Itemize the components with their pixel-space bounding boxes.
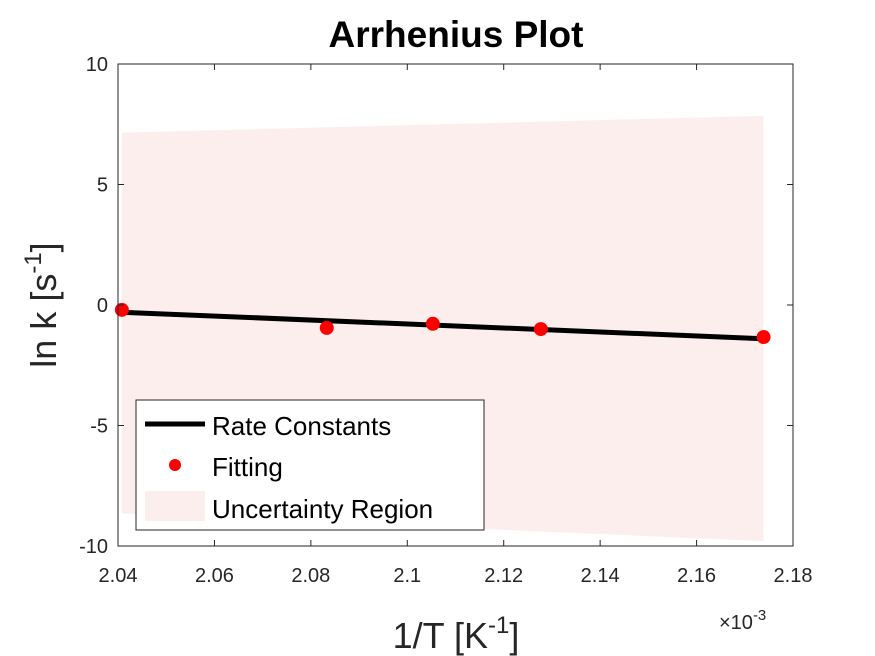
rate-constants-line xyxy=(121,309,764,342)
legend-label-rate-constants: Rate Constants xyxy=(212,411,391,441)
x-axis-label: 1/T [K-1] xyxy=(393,612,520,656)
tick-layer xyxy=(117,63,794,547)
x-tick-label: 2.06 xyxy=(195,565,234,587)
legend-label-fitting: Fitting xyxy=(212,452,283,482)
x-tick-label: 2.18 xyxy=(774,565,813,587)
y-tick-labels: -10 -5 0 5 10 xyxy=(79,54,108,558)
legend-dot-swatch xyxy=(169,459,181,471)
x-tick-labels: 2.04 2.06 2.08 2.1 2.12 2.14 2.16 2.18 xyxy=(99,565,813,587)
y-tick-label: -5 xyxy=(90,416,108,438)
legend-label-uncertainty: Uncertainty Region xyxy=(212,494,433,524)
y-tick-label: 5 xyxy=(97,175,108,197)
y-axis-label: ln k [s-1] xyxy=(20,242,64,367)
x-tick-label: 2.08 xyxy=(291,565,330,587)
y-tick-label: 0 xyxy=(97,295,108,317)
y-tick-label: -10 xyxy=(79,536,108,558)
line-layer xyxy=(121,309,764,342)
legend-area-swatch xyxy=(145,491,205,521)
x-tick-label: 2.16 xyxy=(677,565,716,587)
legend: Rate Constants Fitting Uncertainty Regio… xyxy=(135,399,485,531)
x-axis-multiplier: ×10-3 xyxy=(719,607,766,634)
y-tick-label: 10 xyxy=(86,54,108,76)
x-tick-label: 2.04 xyxy=(99,565,138,587)
fitting-point xyxy=(425,316,440,331)
x-tick-label: 2.1 xyxy=(393,565,421,587)
fitting-point xyxy=(533,322,548,337)
x-tick-label: 2.12 xyxy=(484,565,523,587)
chart-title: Arrhenius Plot xyxy=(329,14,584,55)
x-tick-label: 2.14 xyxy=(581,565,620,587)
fitting-point xyxy=(756,330,771,345)
fitting-point xyxy=(319,320,334,335)
